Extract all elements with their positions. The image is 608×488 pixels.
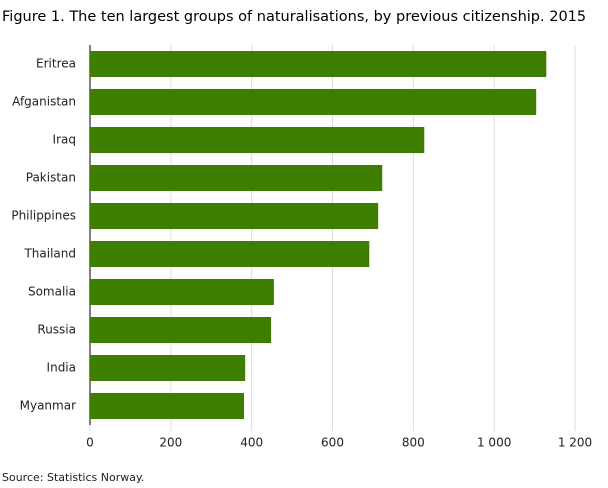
y-tick-label: Iraq — [53, 133, 76, 147]
bar — [90, 51, 547, 77]
bar — [90, 165, 383, 191]
x-tick-label: 600 — [321, 436, 344, 450]
bar — [90, 89, 537, 115]
source: Source: Statistics Norway. — [2, 471, 144, 484]
bar — [90, 203, 379, 229]
y-tick-label: Eritrea — [36, 57, 76, 71]
bar — [90, 241, 370, 267]
bar — [90, 127, 425, 153]
bar — [90, 355, 246, 381]
y-tick-label: Afganistan — [12, 95, 76, 109]
x-tick-label: 0 — [86, 436, 94, 450]
bar — [90, 393, 244, 419]
y-tick-label: Russia — [37, 323, 76, 337]
y-tick-label: Pakistan — [26, 171, 76, 185]
x-tick-label: 200 — [159, 436, 182, 450]
x-tick-label: 400 — [240, 436, 263, 450]
y-tick-label: Somalia — [28, 285, 76, 299]
x-tick-label: 800 — [402, 436, 425, 450]
x-tick-label: 1 200 — [558, 436, 592, 450]
y-tick-label: Myanmar — [20, 399, 76, 413]
y-tick-label: Thailand — [23, 247, 76, 261]
chart-title: Figure 1. The ten largest groups of natu… — [2, 9, 586, 25]
bar — [90, 279, 274, 305]
y-tick-label: India — [47, 361, 76, 375]
bar — [90, 317, 272, 343]
y-tick-label: Philippines — [11, 209, 76, 223]
x-tick-label: 1 000 — [477, 436, 511, 450]
